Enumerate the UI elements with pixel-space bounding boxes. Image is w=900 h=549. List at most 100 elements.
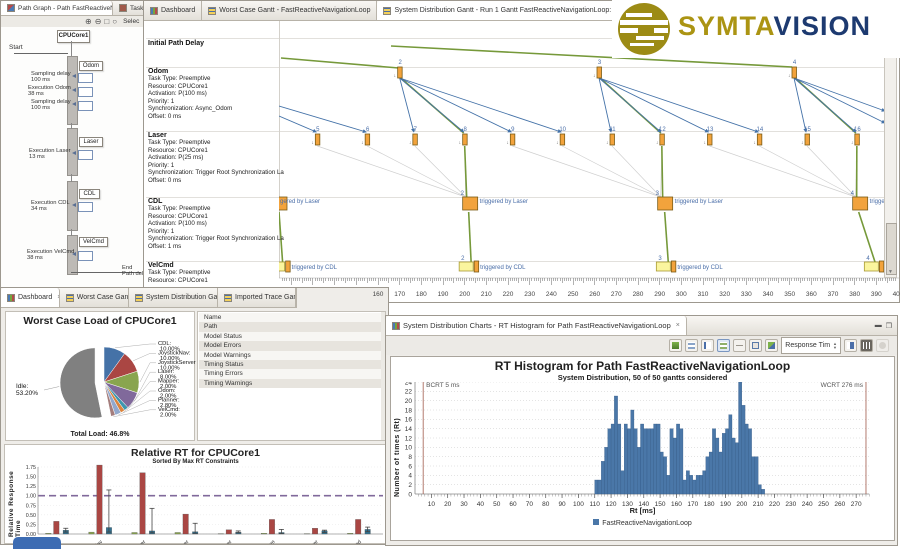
- property-row[interactable]: Model Warnings: [199, 351, 381, 360]
- svg-text:210: 210: [481, 291, 492, 298]
- svg-text:53.20%: 53.20%: [16, 390, 38, 397]
- start-line: [14, 53, 68, 54]
- histogram-toolbar: Response Tim ▲▼: [386, 336, 897, 355]
- step-box[interactable]: [78, 87, 93, 97]
- property-row[interactable]: Path: [199, 322, 381, 331]
- rt-histogram-chart: 0246810121416182022241020304050607080901…: [391, 382, 896, 512]
- tab-rt-histogram[interactable]: System Distribution Charts - RT Histogra…: [386, 316, 687, 335]
- svg-text:gered by Laser: gered by Laser: [280, 199, 320, 205]
- histogram-bar: [611, 424, 614, 494]
- gantt-task-detail: Resource: CPUCore1: [148, 213, 284, 221]
- gantt-task-name: VelCmd: [148, 262, 210, 269]
- taskbar-item[interactable]: [13, 537, 61, 549]
- tab-dashboard[interactable]: Dashboard: [144, 1, 202, 20]
- legend-label: FastReactiveNavigationLoop: [602, 520, 692, 527]
- svg-text:↓: ↓: [506, 140, 509, 146]
- fit-view-icon[interactable]: □: [104, 17, 109, 26]
- grid-icon[interactable]: [685, 339, 698, 352]
- start-label: Start: [9, 45, 23, 51]
- zoom-out-icon[interactable]: ⊖: [95, 17, 102, 26]
- svg-text:20: 20: [405, 398, 413, 405]
- magnifier-icon[interactable]: ○: [112, 17, 117, 26]
- svg-text:220: 220: [503, 291, 514, 298]
- bar-Planner: [312, 528, 318, 534]
- tab-path-graph[interactable]: Path Graph - Path FastReactiveNav ×: [1, 1, 113, 15]
- vertical-scrollbar[interactable]: ▲ ▼: [884, 22, 897, 278]
- property-row[interactable]: Timing Errors: [199, 369, 381, 378]
- minimize-icon[interactable]: ▬: [875, 322, 882, 329]
- hist-title: RT Histogram for Path FastReactiveNaviga…: [391, 359, 894, 373]
- step-box[interactable]: [78, 150, 93, 160]
- sort-icon[interactable]: [701, 339, 714, 352]
- svg-text:JoystickNav: JoystickNav: [80, 539, 104, 545]
- svg-text:↓: ↓: [556, 140, 559, 146]
- step-box[interactable]: [78, 73, 93, 83]
- task-node-cdl[interactable]: CDL: [79, 189, 100, 199]
- svg-text:↓: ↓: [801, 140, 804, 146]
- svg-text:triggered by CDL: triggered by CDL: [480, 265, 526, 271]
- video-export-icon[interactable]: [860, 339, 873, 352]
- svg-text:14: 14: [756, 127, 763, 133]
- scroll-down-icon[interactable]: ▼: [885, 267, 896, 277]
- select-mode-label[interactable]: Selec: [123, 18, 139, 25]
- layers-icon[interactable]: [765, 339, 778, 352]
- response-time-select[interactable]: Response Tim ▲▼: [781, 337, 841, 354]
- svg-text:230: 230: [524, 291, 535, 298]
- svg-text:4: 4: [866, 256, 870, 262]
- list-icon[interactable]: [717, 339, 730, 352]
- property-row[interactable]: Timing Warnings: [199, 379, 381, 388]
- tab-system-distribution-gantt[interactable]: System Distribution Gantt: [129, 288, 218, 307]
- histogram-bar: [755, 457, 758, 494]
- bar-Mapper: [226, 530, 232, 534]
- gantt-task-detail: Task Type: Preemptive: [148, 205, 284, 213]
- forward-icon[interactable]: [844, 339, 857, 352]
- tab-worst-case-gantt[interactable]: Worst Case Gantt: [60, 288, 129, 307]
- chart-type-icon[interactable]: [669, 339, 682, 352]
- svg-text:triggered by Laser: triggered by Laser: [675, 199, 723, 205]
- svg-text:2: 2: [408, 482, 412, 489]
- property-row[interactable]: Model Errors: [199, 341, 381, 350]
- svg-text:11: 11: [609, 127, 616, 133]
- tab-path-graph-label: Path Graph - Path FastReactiveNav: [18, 5, 113, 12]
- task-node-odom[interactable]: Odom: [79, 61, 103, 71]
- cpu-core-node[interactable]: CPUCore1: [57, 30, 90, 43]
- pie-slice-Idle: [60, 348, 102, 418]
- gantt-icon: [66, 294, 74, 302]
- histogram-bar: [758, 485, 761, 494]
- maximize-icon[interactable]: ❒: [886, 322, 892, 330]
- minus-icon[interactable]: [733, 339, 746, 352]
- zoom-in-icon[interactable]: ⊕: [85, 17, 92, 26]
- window-icon[interactable]: [749, 339, 762, 352]
- properties-table[interactable]: NamePathModel StatusModel ErrorsModel Wa…: [199, 313, 381, 388]
- gantt-canvas[interactable]: 2↓3↓4↓5↓6↓7↓8↓9↓10↓11↓12↓13↓14↓15↓16↓ger…: [279, 25, 900, 303]
- close-icon[interactable]: ×: [676, 322, 680, 329]
- task-node-laser[interactable]: Laser: [79, 137, 103, 147]
- gantt-task-description: OdomTask Type: PreemptiveResource: CPUCo…: [148, 68, 232, 120]
- task-node-velcmd[interactable]: VelCmd: [79, 237, 108, 247]
- logo-text-symta: SYMTA: [678, 11, 774, 41]
- tab-label: System Distribution Gantt: [146, 294, 218, 301]
- property-row[interactable]: Name: [199, 313, 381, 322]
- histogram-bar: [719, 452, 722, 494]
- tab-system-distribution-gantt[interactable]: System Distribution Gantt - Run 1 Gantt …: [377, 1, 631, 20]
- bar-CDL: [46, 533, 52, 534]
- bar-VelCmd: [347, 533, 353, 534]
- property-row[interactable]: Timing Status: [199, 360, 381, 369]
- histogram-bar: [670, 429, 673, 494]
- tab-worst-case-gantt[interactable]: Worst Case Gantt - FastReactiveNavigatio…: [202, 1, 377, 20]
- step-label: Execution Odom38 ms: [28, 85, 71, 98]
- spinner-icon[interactable]: ▲▼: [833, 342, 837, 349]
- tab-label: Worst Case Gantt - FastReactiveNavigatio…: [219, 7, 370, 14]
- tab-dashboard[interactable]: Dashboard ×: [1, 288, 60, 307]
- step-box[interactable]: [78, 251, 93, 261]
- bar-Laser: [175, 532, 181, 534]
- tab-label: System Distribution Gantt - Run 1 Gantt …: [394, 7, 624, 14]
- svg-text:VelCmd: VelCmd: [345, 539, 362, 545]
- property-row[interactable]: Model Status: [199, 332, 381, 341]
- dashboard-icon: [150, 7, 158, 15]
- step-box[interactable]: [78, 101, 93, 111]
- step-box[interactable]: [78, 202, 93, 212]
- hist-legend[interactable]: FastReactiveNavigationLoop: [391, 519, 894, 527]
- svg-text:3: 3: [598, 60, 602, 66]
- histogram-bar: [650, 429, 653, 494]
